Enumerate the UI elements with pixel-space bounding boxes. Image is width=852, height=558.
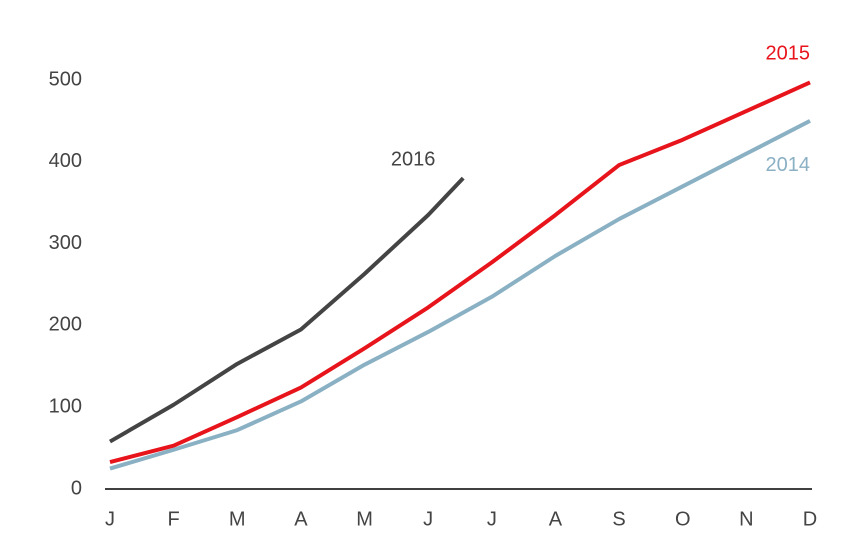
- x-tick-label: J: [487, 508, 497, 530]
- x-tick-label: O: [675, 508, 691, 530]
- x-tick-label: D: [803, 508, 817, 530]
- line-series: [108, 176, 465, 444]
- x-tick-label: A: [549, 508, 563, 530]
- series-label: 2016: [391, 148, 436, 170]
- x-tick-label: N: [739, 508, 753, 530]
- series-label: 2014: [766, 154, 811, 176]
- y-tick-label: 400: [49, 150, 82, 172]
- x-tick-label: J: [105, 508, 115, 530]
- series-label: 2015: [766, 43, 811, 65]
- x-tick-label: F: [168, 508, 180, 530]
- y-tick-label: 200: [49, 314, 82, 336]
- x-tick-label: S: [612, 508, 625, 530]
- y-tick-label: 300: [49, 232, 82, 254]
- y-tick-label: 500: [49, 68, 82, 90]
- y-tick-label: 0: [71, 477, 82, 499]
- line-series: [109, 80, 811, 464]
- y-tick-label: 100: [49, 395, 82, 417]
- x-tick-label: J: [423, 508, 433, 530]
- x-tick-label: M: [356, 508, 373, 530]
- x-tick-label: M: [229, 508, 246, 530]
- line-series: [109, 119, 811, 471]
- x-tick-label: A: [294, 508, 308, 530]
